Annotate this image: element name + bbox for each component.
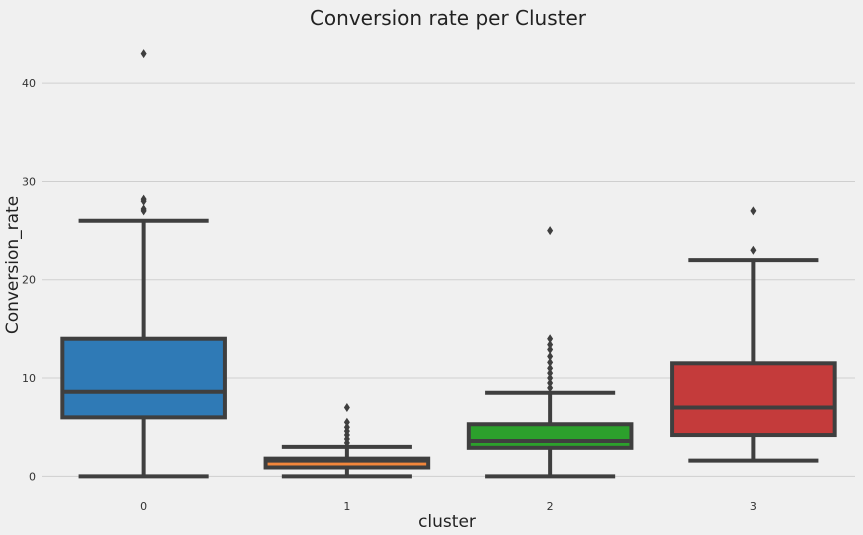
outlier-point <box>547 373 554 383</box>
outlier-point <box>547 226 554 236</box>
y-tick-label: 10 <box>22 372 36 385</box>
box-iqr <box>670 361 837 438</box>
outlier-point <box>547 351 554 361</box>
outlier-point <box>343 422 350 432</box>
tick-layer: 0 10 20 30 40 0 1 2 3 <box>22 77 757 513</box>
y-tick-label: 20 <box>22 274 36 287</box>
outlier-point <box>140 49 147 59</box>
outlier-point <box>343 403 350 413</box>
box-layer <box>60 49 837 479</box>
box-group-cluster-0 <box>60 49 227 479</box>
chart-title: Conversion rate per Cluster <box>310 6 587 30</box>
x-axis-label: cluster <box>418 512 476 532</box>
outlier-point <box>547 334 554 344</box>
outlier-point <box>343 417 350 427</box>
outlier-point <box>140 204 147 214</box>
outlier-point <box>547 345 554 355</box>
outlier-point <box>547 363 554 373</box>
y-tick-label: 0 <box>29 470 36 483</box>
y-tick-label: 40 <box>22 77 36 90</box>
outlier-point <box>140 194 147 204</box>
x-tick-label: 3 <box>750 500 757 513</box>
box-group-cluster-3 <box>670 206 837 463</box>
x-tick-label: 2 <box>547 500 554 513</box>
x-tick-label: 0 <box>140 500 147 513</box>
outlier-point <box>750 206 757 216</box>
outlier-point <box>547 378 554 388</box>
box-group-cluster-1 <box>263 403 431 479</box>
y-axis-label: Conversion_rate <box>3 196 23 334</box>
outlier-point <box>547 368 554 378</box>
outlier-point <box>547 340 554 350</box>
x-tick-label: 1 <box>343 500 350 513</box>
outlier-point <box>750 245 757 255</box>
outlier-point <box>547 383 554 393</box>
y-tick-label: 30 <box>22 175 36 188</box>
outlier-point <box>547 357 554 367</box>
box-iqr <box>466 422 634 450</box>
box-group-cluster-2 <box>466 226 634 479</box>
box-iqr <box>60 336 227 420</box>
